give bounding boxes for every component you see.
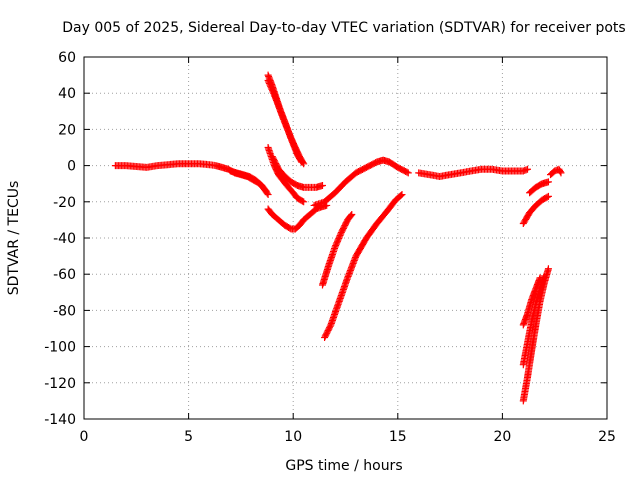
y-tick-label: -80 <box>53 303 76 319</box>
y-tick-label: 20 <box>58 122 76 138</box>
data-point-trail <box>298 197 306 205</box>
series-7 <box>310 156 412 209</box>
data-point-trail <box>556 168 564 176</box>
data-point-trail <box>543 193 551 201</box>
series-8 <box>318 210 356 289</box>
y-tick-label: -60 <box>53 267 76 283</box>
series-1 <box>226 167 272 199</box>
data-point <box>524 165 532 173</box>
series-10 <box>415 165 532 180</box>
data-point-trail <box>263 189 271 197</box>
chart-title: Day 005 of 2025, Sidereal Day-to-day VTE… <box>62 20 625 36</box>
data-point-trail <box>397 191 405 199</box>
series-16 <box>519 274 544 329</box>
data-point <box>404 169 412 177</box>
y-tick-label: 40 <box>58 86 76 102</box>
series-4 <box>264 77 308 168</box>
y-tick-label: -140 <box>44 412 76 428</box>
series-13 <box>526 178 552 197</box>
series-11 <box>547 165 565 179</box>
series-9 <box>321 191 406 342</box>
data-point <box>557 169 565 177</box>
y-tick-label: -100 <box>44 340 76 356</box>
data-point <box>318 182 326 190</box>
x-tick-label: 25 <box>598 429 616 445</box>
y-tick-label: 60 <box>58 50 76 66</box>
data-point-trail <box>347 212 355 220</box>
axis-ticks: 0 5 10 15 20 25 -140 -120 -100 -80 -60 -40 -20 0 20 40 6… <box>44 50 616 445</box>
data-points <box>111 71 565 405</box>
data-point <box>300 160 308 168</box>
data-point <box>348 210 356 218</box>
x-tick-label: 5 <box>184 429 193 445</box>
x-axis-label: GPS time / hours <box>285 458 402 474</box>
y-tick-label: -120 <box>44 376 76 392</box>
data-point <box>398 191 406 199</box>
x-tick-label: 15 <box>389 429 407 445</box>
series-6 <box>268 153 326 191</box>
data-point-trail <box>403 168 411 176</box>
data-point <box>536 274 544 282</box>
data-point-trail <box>522 166 530 174</box>
y-tick-label: 0 <box>67 159 76 175</box>
data-point <box>544 192 552 200</box>
grid <box>84 57 607 419</box>
y-axis-label: SDTVAR / TECUs <box>6 181 22 296</box>
data-point <box>300 198 308 206</box>
x-tick-label: 10 <box>284 429 302 445</box>
y-tick-label: -20 <box>53 195 76 211</box>
data-point <box>544 178 552 186</box>
series-12 <box>519 192 552 228</box>
y-tick-label: -40 <box>53 231 76 247</box>
data-point <box>264 191 272 199</box>
data-point-trail <box>299 159 307 167</box>
x-tick-label: 0 <box>80 429 89 445</box>
series-5 <box>264 144 308 206</box>
data-point <box>540 272 548 280</box>
data-point <box>544 265 552 273</box>
x-tick-label: 20 <box>493 429 511 445</box>
